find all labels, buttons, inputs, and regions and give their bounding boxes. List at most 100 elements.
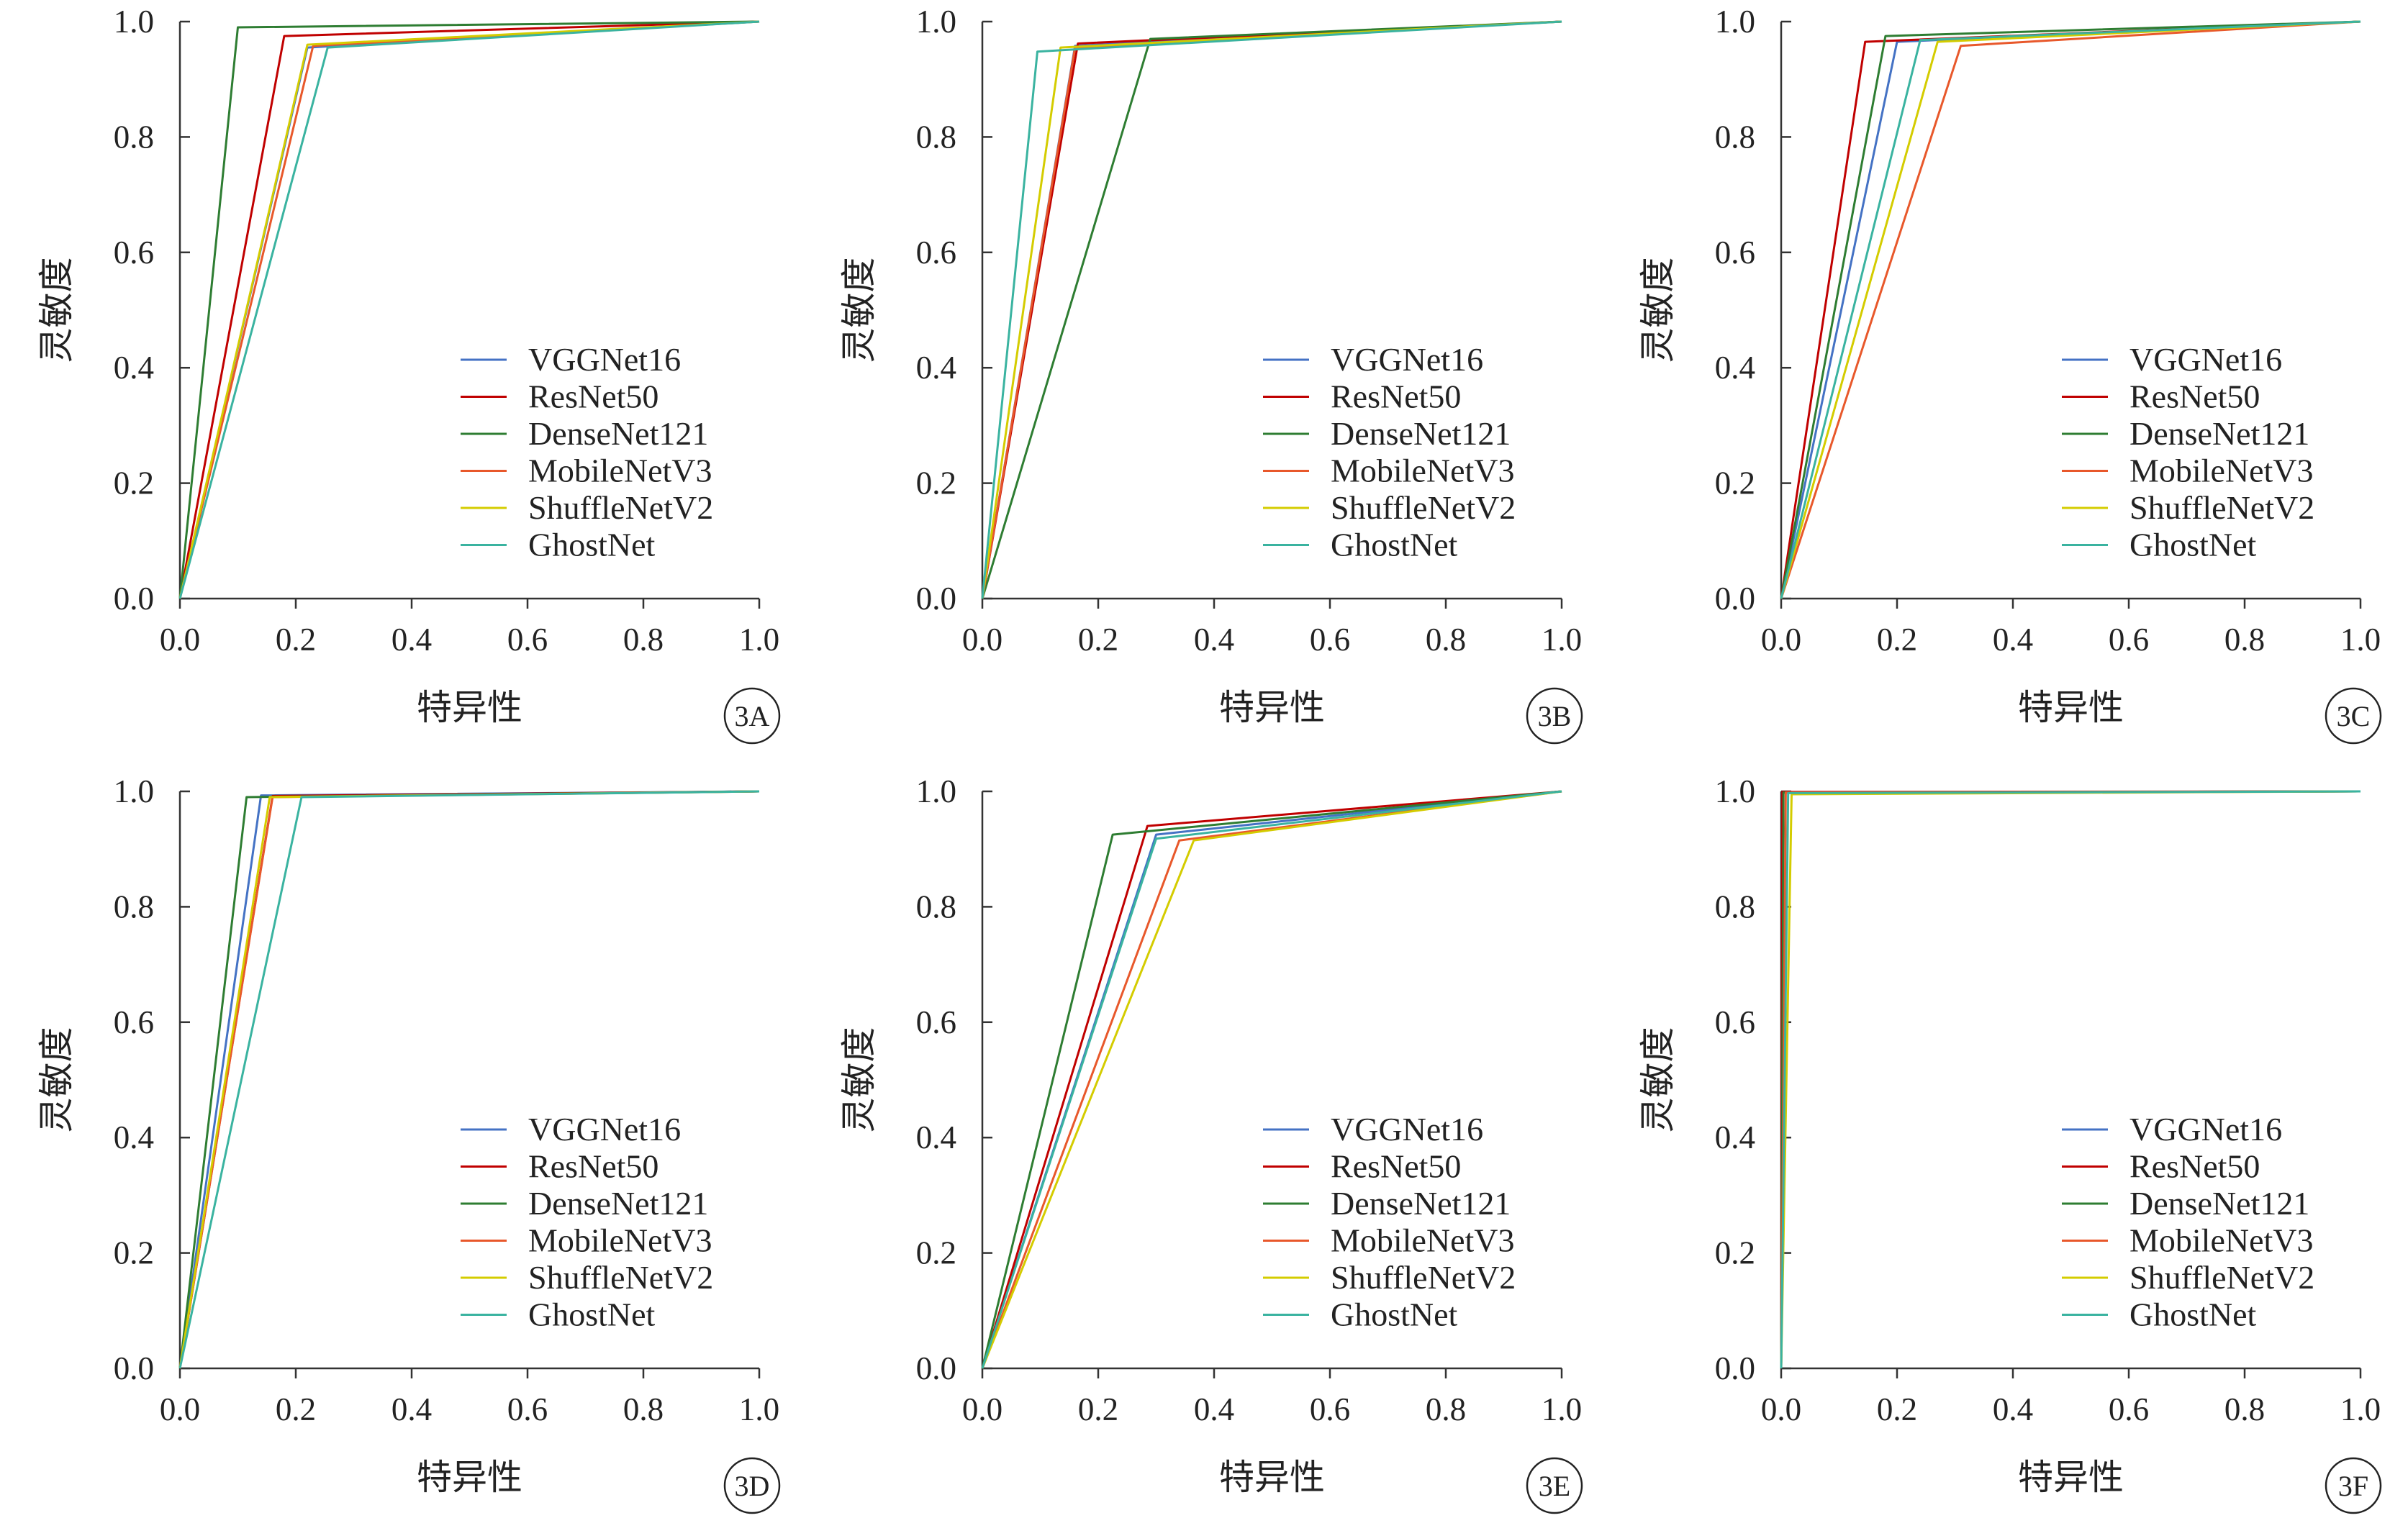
- series-line-shufflenetv2: [178, 20, 760, 599]
- x-axis-label: 特异性: [2018, 687, 2124, 728]
- legend-label: DenseNet121: [2129, 1185, 2309, 1222]
- y-tick-label: 1.0: [916, 4, 956, 40]
- x-tick-label: 0.0: [1761, 622, 1801, 658]
- y-tick-label: 0.8: [1715, 119, 1755, 155]
- legend-label: ResNet50: [2129, 378, 2260, 415]
- series-line-ghostnet: [1780, 20, 2361, 599]
- x-tick-label: 0.4: [391, 622, 432, 658]
- panel-label: 3E: [1526, 1457, 1583, 1514]
- series-line-ghostnet: [1780, 790, 2361, 1369]
- x-axis-label: 特异性: [417, 687, 522, 728]
- y-tick-label: 0.4: [1715, 350, 1755, 386]
- x-tick-label: 0.2: [1078, 1391, 1118, 1427]
- x-tick-label: 1.0: [1542, 1391, 1582, 1427]
- x-axis-label: 特异性: [1219, 1457, 1325, 1498]
- y-axis-label: 灵敏度: [838, 1027, 879, 1132]
- x-tick-label: 0.4: [1993, 1391, 2033, 1427]
- legend-label: VGGNet16: [2129, 341, 2282, 378]
- legend-label: GhostNet: [528, 1296, 656, 1333]
- legend-label: GhostNet: [1331, 527, 1458, 563]
- x-tick-label: 0.0: [962, 622, 1002, 658]
- x-tick-label: 0.8: [2224, 622, 2265, 658]
- panel-label-text: 3F: [2338, 1470, 2368, 1502]
- roc-chart-3b: 0.0 0.2 0.4 0.6 0.8 1.0 0.0 0.2 0.4 0.6 0.8 1.0 特异性 灵…: [838, 4, 1583, 745]
- legend-label: MobileNetV3: [528, 1222, 712, 1259]
- y-axis-label: 灵敏度: [1637, 1027, 1678, 1132]
- legend: VGGNet16ResNet50DenseNet121MobileNetV3Sh…: [461, 341, 713, 563]
- x-tick-label: 0.0: [1761, 1391, 1801, 1427]
- roc-chart-3e: 0.0 0.2 0.4 0.6 0.8 1.0 0.0 0.2 0.4 0.6 0.8 1.0 特异性 灵…: [838, 773, 1583, 1514]
- roc-panel-3b: 0.0 0.2 0.4 0.6 0.8 1.0 0.0 0.2 0.4 0.6 0.8 1.0 特异性 灵…: [802, 0, 1594, 748]
- y-tick-label: 0.8: [916, 888, 956, 924]
- x-tick-label: 0.2: [276, 1391, 316, 1427]
- x-tick-label: 1.0: [739, 622, 779, 658]
- legend-label: ShuffleNetV2: [1331, 1259, 1516, 1296]
- x-tick-label: 1.0: [2340, 1391, 2381, 1427]
- y-tick-label: 0.0: [1715, 1350, 1755, 1386]
- roc-panel-3a: 0.0 0.2 0.4 0.6 0.8 1.0 0.0 0.2 0.4 0.6 0.8 1.0 特异性 灵…: [0, 0, 792, 748]
- x-tick-label: 0.8: [2224, 1391, 2265, 1427]
- y-tick-label: 0.0: [916, 581, 956, 617]
- legend-label: ResNet50: [1331, 1148, 1461, 1185]
- x-tick-label: 0.2: [1078, 622, 1118, 658]
- y-tick-label: 0.2: [916, 465, 956, 501]
- roc-panel-3e: 0.0 0.2 0.4 0.6 0.8 1.0 0.0 0.2 0.4 0.6 0.8 1.0 特异性 灵…: [802, 770, 1594, 1518]
- legend-label: ResNet50: [528, 378, 658, 415]
- y-tick-label: 0.4: [114, 350, 154, 386]
- x-tick-label: 0.6: [1310, 1391, 1350, 1427]
- y-tick-label: 1.0: [1715, 773, 1755, 809]
- y-tick-label: 1.0: [114, 773, 154, 809]
- legend-label: MobileNetV3: [2129, 1222, 2314, 1259]
- legend-label: ShuffleNetV2: [528, 489, 713, 526]
- panel-label-text: 3D: [735, 1470, 770, 1502]
- legend-label: VGGNet16: [2129, 1111, 2282, 1147]
- y-tick-label: 0.6: [916, 1004, 956, 1040]
- x-axis-label: 特异性: [417, 1457, 522, 1498]
- x-tick-label: 0.8: [1426, 1391, 1466, 1427]
- x-tick-label: 0.0: [962, 1391, 1002, 1427]
- legend-label: DenseNet121: [1331, 1185, 1511, 1222]
- x-tick-label: 0.4: [1993, 622, 2033, 658]
- x-tick-label: 0.2: [276, 622, 316, 658]
- legend: VGGNet16ResNet50DenseNet121MobileNetV3Sh…: [2062, 1111, 2314, 1333]
- y-tick-label: 0.4: [916, 350, 956, 386]
- roc-chart-3d: 0.0 0.2 0.4 0.6 0.8 1.0 0.0 0.2 0.4 0.6 0.8 1.0 特异性 灵…: [36, 773, 781, 1514]
- series-line-densenet121: [1780, 20, 2361, 599]
- y-tick-label: 0.0: [114, 581, 154, 617]
- series-line-ghostnet: [981, 20, 1562, 599]
- legend-label: DenseNet121: [1331, 415, 1511, 452]
- y-tick-label: 0.6: [114, 1004, 154, 1040]
- legend-label: DenseNet121: [528, 1185, 708, 1222]
- panel-label-text: 3E: [1539, 1470, 1570, 1502]
- legend-label: GhostNet: [528, 527, 656, 563]
- series-line-resnet50: [178, 20, 760, 599]
- panel-label: 3F: [2325, 1457, 2382, 1514]
- y-axis-label: 灵敏度: [36, 1027, 77, 1132]
- y-tick-label: 0.0: [916, 1350, 956, 1386]
- roc-panel-3d: 0.0 0.2 0.4 0.6 0.8 1.0 0.0 0.2 0.4 0.6 0.8 1.0 特异性 灵…: [0, 770, 792, 1518]
- x-tick-label: 0.8: [623, 1391, 664, 1427]
- legend-label: ShuffleNetV2: [528, 1259, 713, 1296]
- legend-label: ResNet50: [1331, 378, 1461, 415]
- panel-label-circle: [723, 687, 781, 745]
- y-tick-label: 0.8: [916, 119, 956, 155]
- roc-chart-3a: 0.0 0.2 0.4 0.6 0.8 1.0 0.0 0.2 0.4 0.6 0.8 1.0 特异性 灵…: [36, 4, 781, 745]
- legend-label: VGGNet16: [1331, 341, 1483, 378]
- panel-label-text: 3C: [2337, 700, 2371, 732]
- x-tick-label: 1.0: [2340, 622, 2381, 658]
- y-tick-label: 1.0: [1715, 4, 1755, 40]
- y-axis-label: 灵敏度: [1637, 257, 1678, 363]
- y-tick-label: 0.0: [1715, 581, 1755, 617]
- series-line-shufflenetv2: [981, 790, 1562, 1369]
- x-tick-label: 0.0: [160, 622, 200, 658]
- x-tick-label: 0.6: [1310, 622, 1350, 658]
- legend-label: GhostNet: [2129, 1296, 2257, 1333]
- panel-label: 3A: [723, 687, 781, 745]
- legend-label: MobileNetV3: [1331, 453, 1515, 489]
- y-tick-label: 0.8: [1715, 888, 1755, 924]
- y-tick-label: 0.8: [114, 119, 154, 155]
- x-tick-label: 0.6: [507, 1391, 548, 1427]
- y-tick-label: 1.0: [114, 4, 154, 40]
- legend-label: VGGNet16: [528, 341, 681, 378]
- legend: VGGNet16ResNet50DenseNet121MobileNetV3Sh…: [461, 1111, 713, 1333]
